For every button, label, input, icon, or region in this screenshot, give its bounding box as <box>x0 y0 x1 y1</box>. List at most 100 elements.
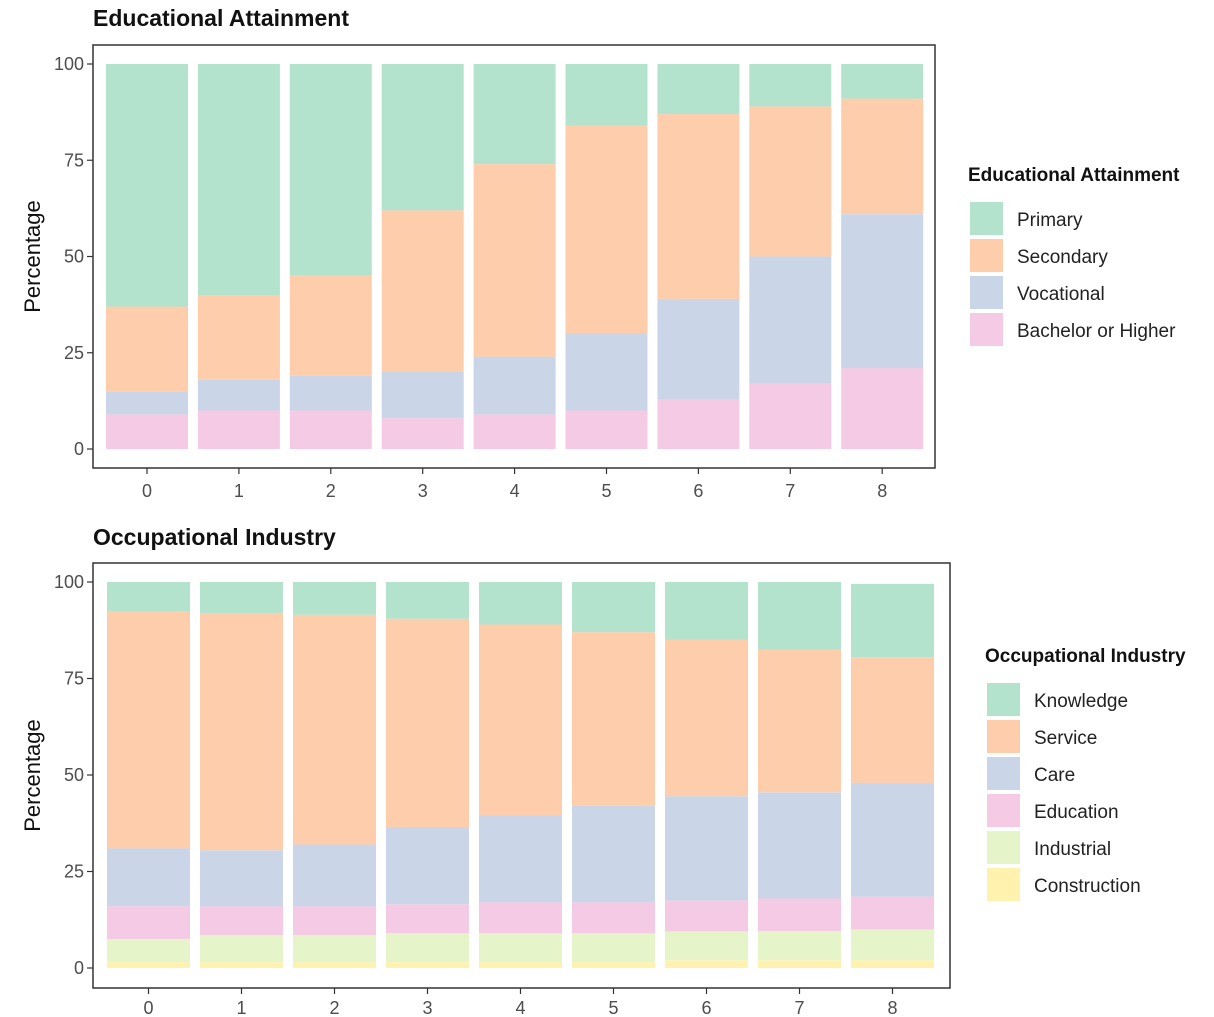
bar-segment-secondary-0 <box>106 306 188 392</box>
legend: Occupational Industry Knowledge Service Car… <box>985 646 1186 901</box>
bar-segment-industrial-5 <box>572 933 655 963</box>
x-tick-label: 0 <box>142 481 152 501</box>
bar-segment-primary-7 <box>749 64 832 107</box>
bar-segment-service-0 <box>107 611 190 849</box>
bar-segment-construction-1 <box>200 962 283 968</box>
x-tick-label: 6 <box>693 481 703 501</box>
x-tick-label: 4 <box>515 998 525 1017</box>
bar-segment-industrial-3 <box>386 933 469 963</box>
bar-segment-construction-4 <box>479 962 562 968</box>
bar-segment-construction-8 <box>851 960 934 968</box>
bar-segment-primary-4 <box>473 64 556 165</box>
legend-label: Primary <box>1017 210 1083 231</box>
bar-segment-service-3 <box>386 618 469 828</box>
y-tick-label: 100 <box>54 572 84 592</box>
x-tick-label: 7 <box>785 481 795 501</box>
bar-segment-primary-2 <box>289 64 372 276</box>
legend-label: Education <box>1034 802 1119 823</box>
bar-segment-care-5 <box>572 805 655 903</box>
bar-segment-bachelor-or-higher-6 <box>657 398 740 449</box>
x-tick-label: 8 <box>887 998 897 1017</box>
y-tick-label: 75 <box>64 669 84 689</box>
bar-segment-industrial-2 <box>293 935 376 963</box>
bar-segment-bachelor-or-higher-8 <box>841 368 924 449</box>
bar-segment-primary-5 <box>565 64 648 126</box>
bar-segment-education-7 <box>758 898 841 932</box>
bar-segment-construction-2 <box>293 962 376 968</box>
bar-segment-service-1 <box>200 612 283 851</box>
bar-segment-education-2 <box>293 906 376 936</box>
legend-swatch-service <box>987 720 1020 753</box>
bar-segment-bachelor-or-higher-3 <box>381 418 464 449</box>
y-tick-label: 75 <box>64 150 84 170</box>
bar-segment-bachelor-or-higher-4 <box>473 414 556 449</box>
legend-label: Bachelor or Higher <box>1017 321 1176 342</box>
bar-segment-secondary-5 <box>565 125 648 334</box>
x-tick-label: 5 <box>601 481 611 501</box>
bar-segment-knowledge-2 <box>293 582 376 615</box>
bar-segment-primary-1 <box>197 64 280 295</box>
legend: Educational Attainment Primary Secondary Vo… <box>968 165 1180 346</box>
bar-segment-construction-6 <box>665 960 748 968</box>
chart-1: Educational Attainment 0 25 50 75 100 0 1 2 3 4 5 6 7… <box>20 5 1180 501</box>
bar-segment-secondary-7 <box>749 106 832 257</box>
bar-segment-knowledge-6 <box>665 582 748 640</box>
bar-segment-care-8 <box>851 782 934 897</box>
bar-segment-industrial-4 <box>479 933 562 963</box>
bar-segment-primary-8 <box>841 64 924 99</box>
chart-title: Educational Attainment <box>93 5 349 31</box>
legend-swatch-construction <box>987 868 1020 901</box>
bar-segment-industrial-1 <box>200 935 283 963</box>
legend-label: Care <box>1034 765 1075 786</box>
bar-segment-service-5 <box>572 632 655 806</box>
legend-title: Occupational Industry <box>985 646 1186 667</box>
y-axis-label: Percentage <box>20 200 45 313</box>
y-tick-label: 25 <box>64 862 84 882</box>
bar-segment-service-7 <box>758 649 841 793</box>
y-tick-label: 0 <box>74 958 84 978</box>
x-tick-label: 3 <box>418 481 428 501</box>
bar-segment-education-0 <box>107 906 190 939</box>
bar-segment-bachelor-or-higher-7 <box>749 383 832 449</box>
x-tick-label: 7 <box>794 998 804 1017</box>
bar-segment-construction-0 <box>107 962 190 968</box>
x-tick-label: 3 <box>422 998 432 1017</box>
bar-segment-education-6 <box>665 900 748 932</box>
bar-segment-vocational-6 <box>657 298 740 399</box>
bar-segment-industrial-8 <box>851 929 934 961</box>
bar-segment-knowledge-5 <box>572 582 655 633</box>
bar-segment-bachelor-or-higher-2 <box>289 410 372 449</box>
y-tick-label: 25 <box>64 343 84 363</box>
bar-segment-knowledge-1 <box>200 582 283 613</box>
bar-segment-secondary-3 <box>381 210 464 372</box>
bar-segment-bachelor-or-higher-5 <box>565 410 648 449</box>
bar-segment-education-5 <box>572 902 655 934</box>
bar-segment-primary-6 <box>657 64 740 115</box>
legend-label: Construction <box>1034 876 1141 897</box>
x-tick-label: 0 <box>143 998 153 1017</box>
bar-segment-vocational-7 <box>749 256 832 384</box>
bar-segment-industrial-7 <box>758 931 841 961</box>
legend-label: Service <box>1034 728 1097 749</box>
x-tick-label: 2 <box>326 481 336 501</box>
legend-title: Educational Attainment <box>968 165 1180 186</box>
bar-segment-care-7 <box>758 792 841 899</box>
bar-segment-care-2 <box>293 844 376 907</box>
legend-swatch-bachelor-or-higher <box>970 313 1003 346</box>
bar-segment-bachelor-or-higher-0 <box>106 414 188 449</box>
y-tick-label: 50 <box>64 765 84 785</box>
bar-segment-vocational-5 <box>565 333 648 411</box>
bar-segment-care-4 <box>479 815 562 903</box>
y-tick-label: 50 <box>64 247 84 267</box>
bar-segment-vocational-8 <box>841 214 924 369</box>
legend-swatch-knowledge <box>987 683 1020 716</box>
legend-swatch-vocational <box>970 276 1003 309</box>
bar-segment-education-3 <box>386 904 469 934</box>
bar-segment-vocational-4 <box>473 356 556 415</box>
chart-title: Occupational Industry <box>93 524 336 550</box>
bar-segment-knowledge-7 <box>758 582 841 650</box>
bar-segment-secondary-2 <box>289 275 372 376</box>
x-tick-label: 1 <box>234 481 244 501</box>
bar-segment-secondary-4 <box>473 164 556 357</box>
